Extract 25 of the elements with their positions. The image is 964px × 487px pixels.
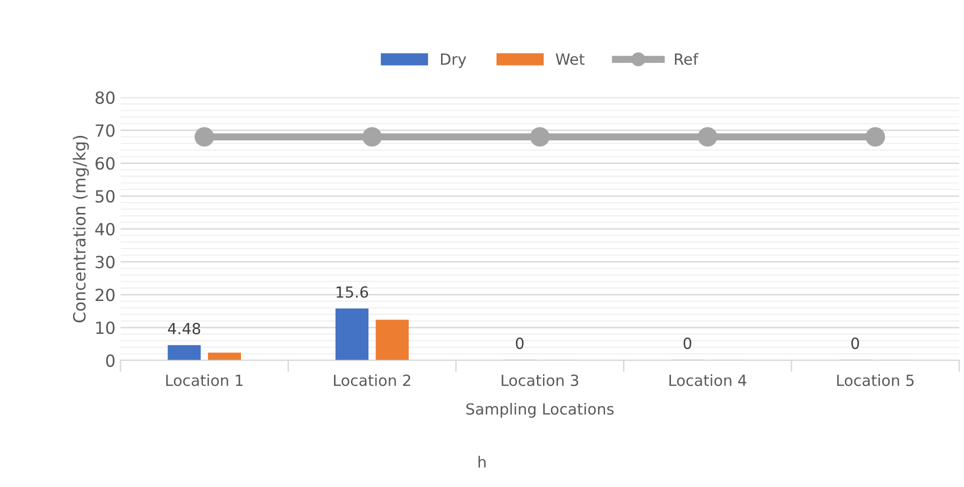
x-tick-label: Location 1 (166, 374, 243, 386)
y-tick-label: 0 (106, 354, 115, 367)
text: h (478, 456, 486, 468)
x-tick-label: Location 3 (502, 374, 578, 386)
data-label: 0 (516, 338, 524, 350)
y-tick-label: 70 (96, 124, 115, 137)
y-tick-label: 30 (96, 256, 115, 268)
x-axis-title: Sampling Locations (466, 402, 614, 418)
x-tick-label: Location 4 (669, 374, 746, 386)
legend-label: Ref (674, 53, 698, 65)
x-tick-label: Location 5 (837, 374, 914, 386)
data-label: 0 (851, 338, 860, 350)
data-label: 15.6 (336, 286, 368, 298)
y-tick-label: 80 (96, 91, 115, 104)
x-tick-label: Location 2 (334, 374, 410, 386)
y-tick-label: 60 (96, 157, 115, 170)
y-tick-label: 40 (95, 222, 115, 236)
data-label: 4.48 (168, 322, 200, 334)
legend-label: Wet (556, 54, 584, 65)
y-tick-label: 10 (96, 321, 115, 334)
y-tick-label: 20 (96, 288, 115, 302)
y-tick-label: 50 (96, 190, 115, 203)
legend-label: Dry (441, 54, 466, 68)
y-axis-title: Concentration (mg/kg) (72, 136, 89, 322)
data-label: 0 (684, 338, 692, 350)
